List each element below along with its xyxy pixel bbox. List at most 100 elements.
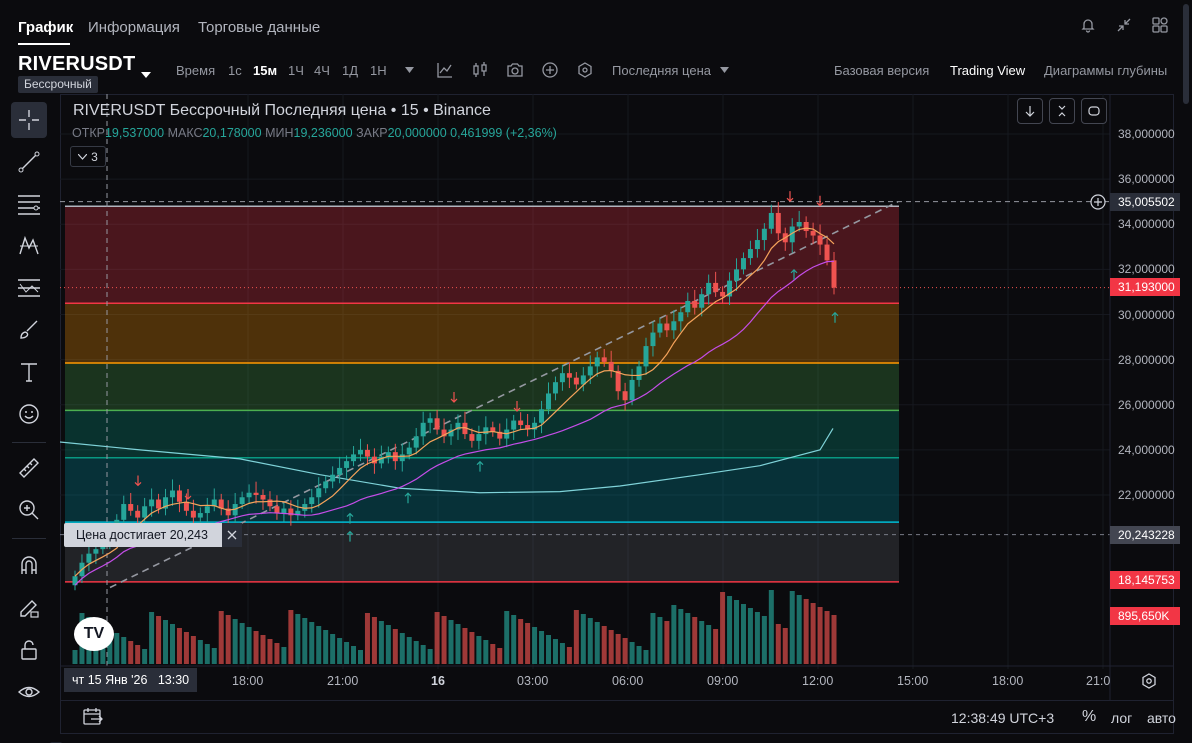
pattern-tool-icon[interactable] xyxy=(11,228,47,264)
ma-slow-line xyxy=(60,428,834,494)
price-chart[interactable] xyxy=(60,94,1174,700)
chart-pane[interactable] xyxy=(60,94,1174,734)
symbol-name[interactable]: RIVERUSDT xyxy=(18,53,136,75)
text-tool-icon[interactable] xyxy=(11,354,47,390)
volume-bar xyxy=(462,628,468,664)
unlock-icon[interactable] xyxy=(11,632,47,668)
view-tradingview[interactable]: Trading View xyxy=(950,63,1026,78)
indicators-toggle[interactable]: 3 xyxy=(70,146,106,167)
volume-bar xyxy=(573,610,579,664)
calendar-range-icon[interactable] xyxy=(82,707,104,732)
view-depth[interactable]: Диаграммы глубины xyxy=(1044,63,1168,78)
percent-toggle[interactable]: % xyxy=(1082,708,1097,725)
top-tab-bar: График Информация Торговые данные xyxy=(0,0,1192,46)
chevron-down-icon[interactable] xyxy=(141,65,151,83)
cursor-date: чт 15 Янв '26 xyxy=(72,673,148,687)
volume-bar xyxy=(546,635,552,664)
interval-1h[interactable]: 1Ч xyxy=(288,63,304,78)
close-icon[interactable] xyxy=(221,523,242,547)
page-scrollbar[interactable] xyxy=(1180,0,1192,743)
view-basic[interactable]: Базовая версия xyxy=(834,63,930,78)
tab-info[interactable]: Информация xyxy=(88,19,180,36)
refresh-icon[interactable] xyxy=(1081,98,1107,124)
volume-bar xyxy=(253,631,259,664)
candle-body xyxy=(267,499,273,507)
toolbar-divider xyxy=(12,442,46,443)
volume-bar xyxy=(518,619,524,664)
crosshair-price-add[interactable] xyxy=(1089,193,1107,211)
price-type-chevron-icon[interactable] xyxy=(714,60,734,80)
brush-tool-icon[interactable] xyxy=(11,312,47,348)
volume-bar xyxy=(176,628,182,664)
volume-bar xyxy=(504,611,510,664)
interval-1d[interactable]: 1Д xyxy=(342,63,359,78)
chart-settings-icon[interactable] xyxy=(1140,672,1158,695)
volume-bar xyxy=(385,625,391,664)
tab-chart[interactable]: График xyxy=(18,19,74,36)
volume-bar xyxy=(288,610,294,664)
volume-bar xyxy=(218,611,224,664)
signal-arrow xyxy=(786,191,794,203)
interval-15m[interactable]: 15м xyxy=(253,63,278,78)
time-tick: 21:00 xyxy=(327,674,359,688)
candle-body xyxy=(539,409,545,423)
settings-hex-icon[interactable] xyxy=(575,60,595,80)
utc-clock[interactable]: 12:38:49 UTC+3 xyxy=(951,710,1055,726)
candle-body xyxy=(288,508,294,516)
tab-trading-data[interactable]: Торговые данные xyxy=(198,19,321,36)
scrollbar-thumb[interactable] xyxy=(1183,4,1189,104)
candle-body xyxy=(344,461,350,468)
prediction-tool-icon[interactable] xyxy=(11,270,47,306)
candle-body xyxy=(274,506,280,514)
add-plus-icon[interactable] xyxy=(540,60,560,80)
compress-icon[interactable] xyxy=(1049,98,1075,124)
eye-icon[interactable] xyxy=(11,674,47,710)
candle-body xyxy=(789,226,795,243)
collapse-icon[interactable] xyxy=(1113,14,1135,36)
volume-bar xyxy=(587,618,593,664)
price-type-select[interactable]: Последняя цена xyxy=(612,63,711,78)
candle-body xyxy=(121,504,127,520)
candle-body xyxy=(817,235,823,245)
layout-grid-icon[interactable] xyxy=(1149,14,1171,36)
volume-bar xyxy=(309,622,315,664)
candle-body xyxy=(176,490,182,502)
price-tick: 30,000000 xyxy=(1118,307,1175,322)
fib-lines-icon[interactable] xyxy=(11,186,47,222)
volume-bar xyxy=(525,623,531,664)
auto-toggle[interactable]: авто xyxy=(1147,710,1176,726)
intervals-dropdown-icon[interactable] xyxy=(399,60,419,80)
volume-bar xyxy=(427,649,433,664)
candles-type-icon[interactable] xyxy=(470,60,490,80)
open-value: 19,537000 xyxy=(104,126,165,140)
crosshair-tool-icon[interactable] xyxy=(11,102,47,138)
candle-body xyxy=(86,553,92,563)
volume-bar xyxy=(685,613,691,664)
log-toggle[interactable]: лог xyxy=(1111,710,1133,726)
trend-line-icon[interactable] xyxy=(11,144,47,180)
bell-icon[interactable] xyxy=(1077,14,1099,36)
interval-1w[interactable]: 1Н xyxy=(370,63,387,78)
price-alert-pill[interactable]: Цена достигает 20,243 xyxy=(64,523,242,547)
interval-1s[interactable]: 1с xyxy=(228,63,242,78)
candle-body xyxy=(476,434,482,441)
candle-body xyxy=(246,492,252,498)
emoji-tool-icon[interactable] xyxy=(11,396,47,432)
arrow-down-icon[interactable] xyxy=(1017,98,1043,124)
tradingview-logo[interactable]: TV xyxy=(74,617,114,651)
ruler-tool-icon[interactable] xyxy=(11,450,47,486)
chart-legend-title: RIVERUSDT Бессрочный Последняя цена • 15… xyxy=(73,102,491,119)
indicators-icon[interactable] xyxy=(435,60,455,80)
time-tick: 06:00 xyxy=(612,674,644,688)
time-tick: 12:00 xyxy=(802,674,834,688)
volume-bar xyxy=(371,617,377,664)
magnet-icon[interactable] xyxy=(11,548,47,584)
camera-icon[interactable] xyxy=(505,60,525,80)
zoom-in-icon[interactable] xyxy=(11,492,47,528)
volume-bar xyxy=(692,617,698,664)
interval-4h[interactable]: 4Ч xyxy=(314,63,330,78)
signal-arrow xyxy=(831,311,839,323)
volume-bar xyxy=(183,632,189,664)
lock-pencil-icon[interactable] xyxy=(11,590,47,626)
candle-body xyxy=(142,506,148,518)
